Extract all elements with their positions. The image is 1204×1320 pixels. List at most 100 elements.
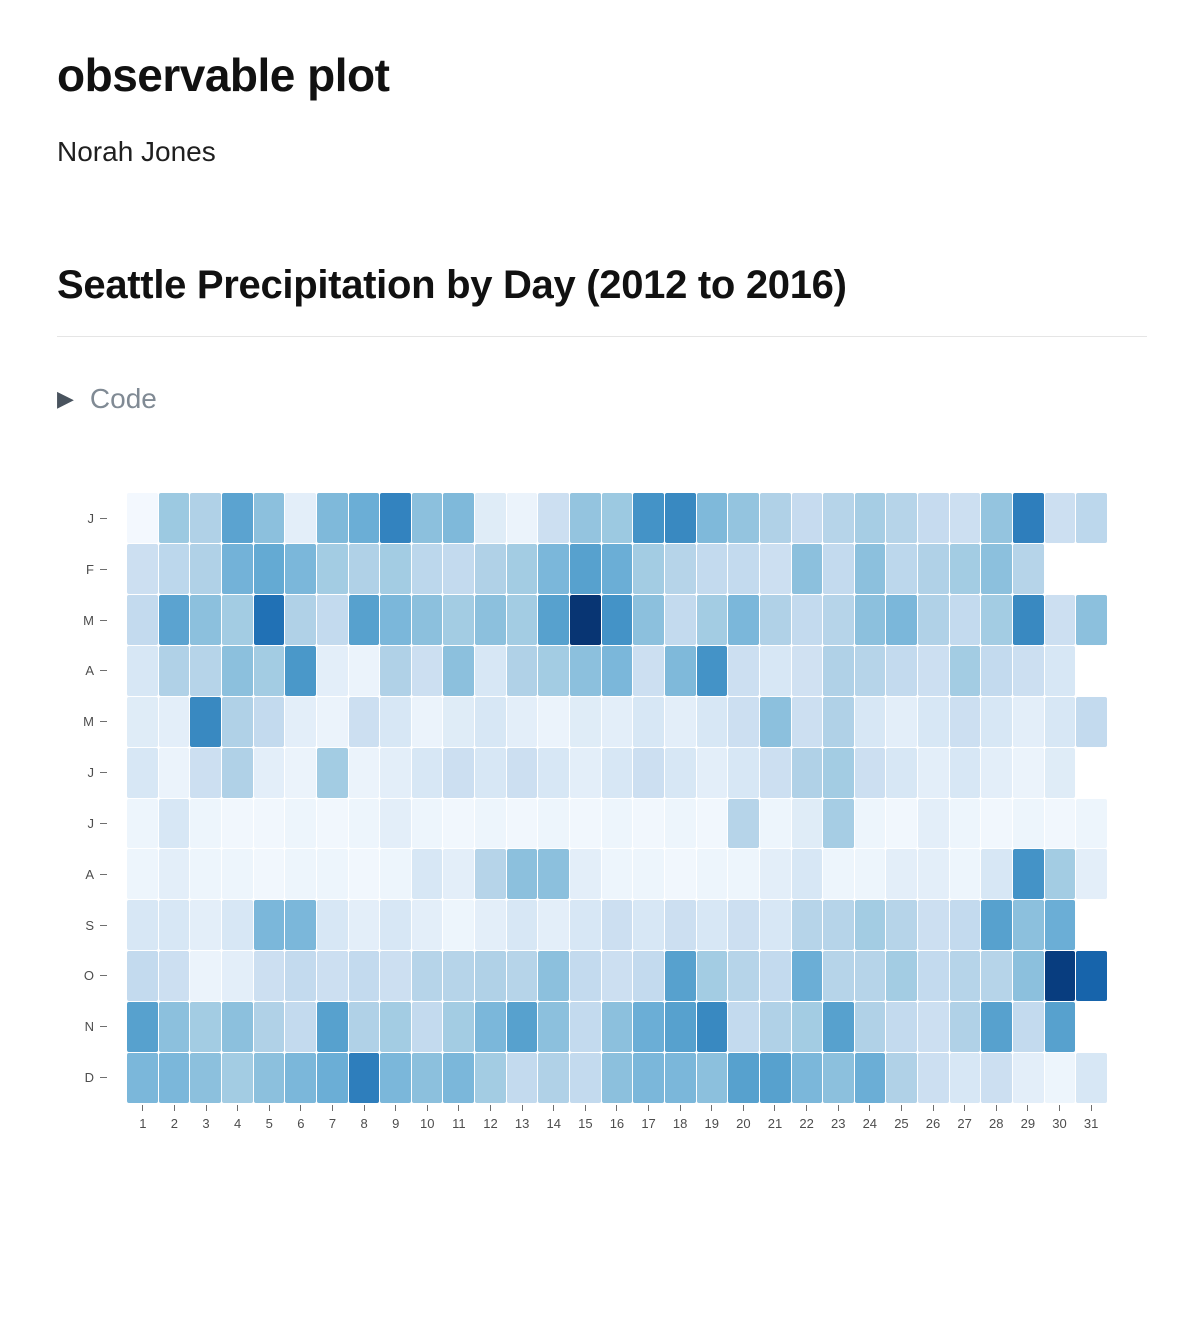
heatmap-cell bbox=[506, 1002, 538, 1053]
heatmap-cell bbox=[696, 849, 728, 900]
x-axis-column: 31 bbox=[1075, 1105, 1107, 1131]
heatmap-cell bbox=[981, 594, 1013, 645]
heatmap-cell bbox=[221, 493, 253, 543]
heatmap-cell bbox=[696, 594, 728, 645]
heatmap-cell bbox=[380, 1053, 411, 1103]
heatmap-cell bbox=[791, 543, 823, 594]
x-tick-label: 27 bbox=[957, 1116, 972, 1131]
heatmap-cell bbox=[918, 645, 949, 696]
x-axis-column: 14 bbox=[538, 1105, 570, 1131]
heatmap-cell bbox=[348, 849, 380, 900]
heatmap-cell bbox=[633, 849, 664, 900]
heatmap-cell bbox=[285, 747, 316, 798]
heatmap-cell bbox=[475, 798, 506, 849]
heatmap-cell bbox=[601, 798, 633, 849]
heatmap-cell bbox=[127, 543, 158, 594]
heatmap-cell bbox=[949, 645, 981, 696]
heatmap-cell bbox=[1076, 544, 1107, 594]
heatmap-cell bbox=[411, 900, 443, 951]
x-tick-label: 23 bbox=[830, 1116, 846, 1131]
heatmap-cell bbox=[316, 951, 348, 1002]
heatmap-cell bbox=[1013, 594, 1044, 645]
heatmap-cell bbox=[696, 747, 728, 798]
heatmap-cell bbox=[981, 493, 1013, 543]
heatmap-cell bbox=[1013, 951, 1044, 1002]
heatmap-cell bbox=[1013, 747, 1044, 798]
heatmap-cell bbox=[506, 1053, 538, 1103]
heatmap-cell bbox=[664, 696, 696, 747]
x-axis-column: 11 bbox=[443, 1105, 475, 1131]
heatmap-cell bbox=[823, 798, 854, 849]
y-tick-mark bbox=[100, 873, 107, 875]
x-axis-column: 15 bbox=[570, 1105, 602, 1131]
code-disclosure[interactable]: ▶ Code bbox=[57, 383, 1147, 415]
heatmap-cell bbox=[696, 1002, 728, 1053]
x-tick-mark bbox=[806, 1105, 808, 1111]
heatmap-cell bbox=[696, 900, 728, 951]
heatmap-cell bbox=[475, 1053, 506, 1103]
x-axis-column: 16 bbox=[601, 1105, 633, 1131]
heatmap-cell bbox=[570, 798, 601, 849]
heatmap-cell bbox=[791, 900, 823, 951]
heatmap-cell bbox=[190, 696, 221, 747]
heatmap-cell bbox=[633, 1053, 664, 1103]
y-tick-label: F bbox=[86, 561, 94, 577]
heatmap-cell bbox=[316, 594, 348, 645]
x-tick-label: 26 bbox=[925, 1116, 941, 1131]
heatmap-cell bbox=[380, 645, 411, 696]
x-tick-mark bbox=[995, 1105, 997, 1111]
heatmap-cell bbox=[633, 543, 664, 594]
y-tick-mark bbox=[100, 822, 107, 824]
x-axis: 1 2 3 4 5 6 7 8 9 10 11 12 13 14 15 16 17 18 19 20 21 22 23 24 2… bbox=[127, 1105, 1107, 1131]
heatmap-cell bbox=[791, 1053, 823, 1103]
heatmap-cell bbox=[380, 493, 411, 543]
heatmap-cell bbox=[664, 645, 696, 696]
heatmap-cell bbox=[158, 493, 190, 543]
heatmap-cell bbox=[664, 900, 696, 951]
heatmap-cell bbox=[1044, 1053, 1076, 1103]
heatmap-cell bbox=[475, 543, 506, 594]
heatmap-cell bbox=[601, 849, 633, 900]
heatmap-cell bbox=[127, 900, 158, 951]
heatmap-cell bbox=[380, 900, 411, 951]
heatmap-cell bbox=[601, 645, 633, 696]
heatmap-cell bbox=[728, 849, 759, 900]
heatmap-cell bbox=[1013, 900, 1044, 951]
heatmap-cell bbox=[918, 900, 949, 951]
page-title: observable plot bbox=[57, 49, 390, 101]
heatmap-cell bbox=[728, 493, 759, 543]
heatmap-cell bbox=[316, 1053, 348, 1103]
x-tick-label: 8 bbox=[360, 1116, 368, 1131]
y-axis-row: A bbox=[57, 849, 127, 900]
heatmap-cell bbox=[886, 1053, 918, 1103]
heatmap-cell bbox=[221, 1053, 253, 1103]
heatmap-cell bbox=[475, 1002, 506, 1053]
heatmap-cell bbox=[443, 849, 475, 900]
x-axis-column: 24 bbox=[854, 1105, 886, 1131]
y-tick-label: J bbox=[87, 815, 95, 831]
y-tick-mark bbox=[100, 772, 107, 774]
heatmap-cell bbox=[443, 645, 475, 696]
heatmap-cell bbox=[886, 798, 918, 849]
heatmap-cell bbox=[823, 1053, 854, 1103]
x-axis-column: 8 bbox=[348, 1105, 380, 1131]
x-axis-column: 22 bbox=[791, 1105, 823, 1131]
heatmap-cell bbox=[918, 951, 949, 1002]
y-tick-mark bbox=[100, 924, 107, 926]
heatmap-cell bbox=[158, 849, 190, 900]
heatmap-cell bbox=[633, 951, 664, 1002]
heatmap-cell bbox=[854, 645, 886, 696]
x-axis-column: 20 bbox=[728, 1105, 760, 1131]
heatmap-cell bbox=[570, 747, 601, 798]
x-axis-column: 23 bbox=[822, 1105, 854, 1131]
x-tick-label: 9 bbox=[392, 1116, 400, 1131]
heatmap-cell bbox=[633, 747, 664, 798]
x-tick-mark bbox=[237, 1105, 239, 1111]
heatmap-cell bbox=[538, 493, 570, 543]
notebook-page: observable plot Norah Jones Seattle Prec… bbox=[57, 49, 1147, 1153]
heatmap-cell bbox=[1044, 493, 1076, 543]
heatmap-cell bbox=[443, 1053, 475, 1103]
heatmap-cell bbox=[1045, 544, 1076, 594]
heatmap-cell bbox=[823, 951, 854, 1002]
